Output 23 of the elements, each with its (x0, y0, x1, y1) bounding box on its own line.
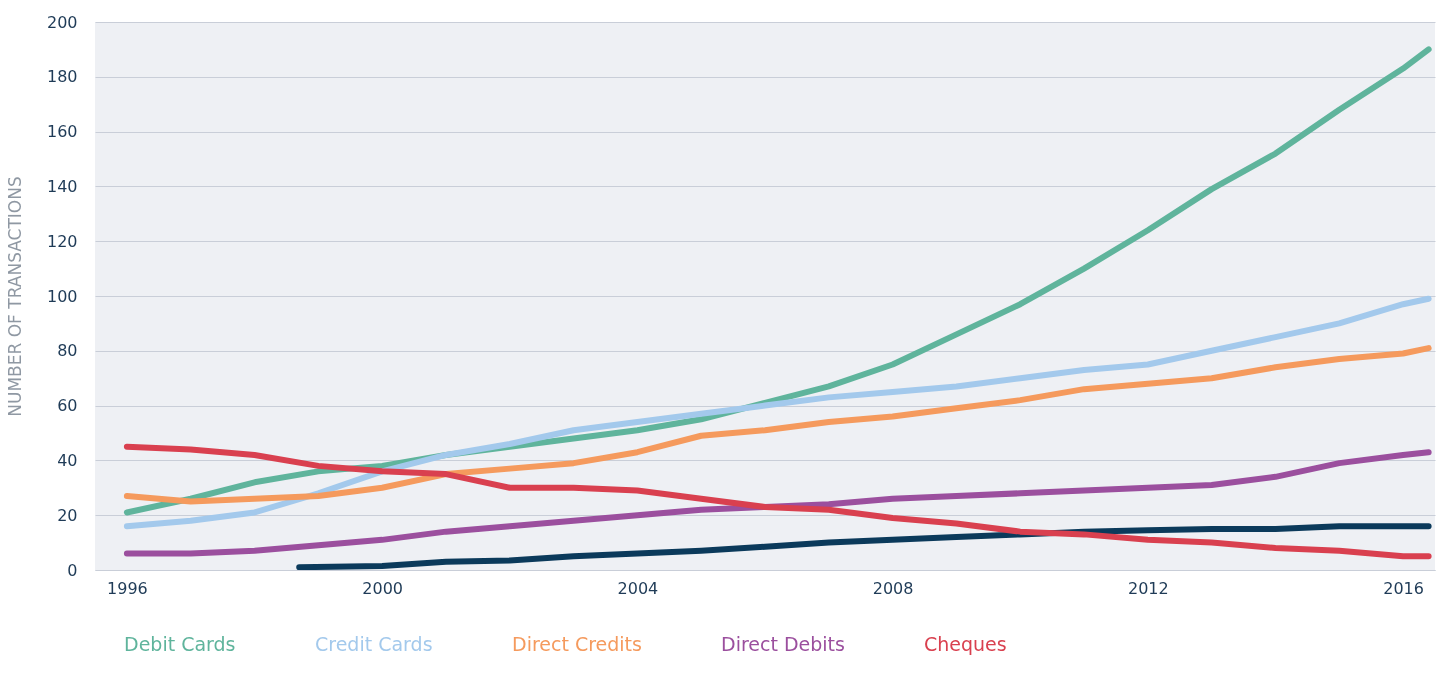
x-tick-label: 2004 (617, 578, 659, 598)
x-tick-label: 1996 (107, 578, 148, 598)
text: Credit Cards (315, 632, 433, 655)
y-tick-label: 140 (46, 176, 78, 196)
y-tick-label: 200 (46, 12, 78, 32)
y-tick-label: 120 (46, 231, 78, 251)
y-tick-label: 60 (57, 396, 78, 416)
y-tick-label: 180 (46, 67, 78, 87)
y-tick-label: 80 (57, 341, 78, 361)
x-tick-label: 2008 (872, 578, 914, 598)
text: Direct Credits (512, 632, 642, 655)
y-tick-label: 40 (57, 450, 78, 470)
x-tick-label: 2012 (1128, 578, 1169, 598)
y-tick-label: 0 (67, 560, 78, 580)
y-tick-label: 20 (57, 505, 78, 525)
y-axis-title: NUMBER OF TRANSACTIONS (4, 176, 25, 417)
text: Cheques (924, 632, 1007, 655)
y-tick-label: 160 (46, 122, 78, 142)
x-tick-label: 2000 (362, 578, 403, 598)
text: Debit Cards (124, 632, 236, 655)
x-tick-label: 2016 (1383, 578, 1424, 598)
y-tick-label: 100 (46, 286, 78, 306)
text: Direct Debits (721, 632, 845, 655)
